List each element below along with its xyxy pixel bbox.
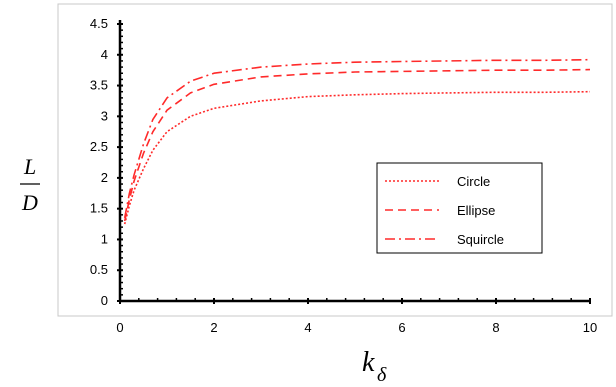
y-tick-label: 3 — [101, 108, 108, 123]
x-tick-label: 10 — [583, 320, 597, 335]
legend-label-ellipse: Ellipse — [457, 203, 495, 218]
x-tick-label: 0 — [116, 320, 123, 335]
chart-frame — [57, 3, 613, 317]
series-group — [123, 58, 591, 225]
x-axis-label: k δ — [362, 347, 387, 386]
x-tick-label: 2 — [210, 320, 217, 335]
legend-label-circle: Circle — [457, 174, 490, 189]
legend-label-squircle: Squircle — [457, 232, 504, 247]
y-tick-label: 4 — [101, 47, 108, 62]
y-tick-label: 3.5 — [90, 78, 108, 93]
y-label-denominator: D — [21, 190, 38, 215]
x-label-main: k — [362, 347, 375, 378]
axes: 0 0.5 1 1.5 2 2.5 3 3.5 4 4.5 0 2 4 6 8 10 — [90, 16, 597, 335]
legend: Circle Ellipse Squircle — [376, 162, 543, 254]
x-label-subscript: δ — [377, 364, 387, 386]
y-tick-label: 1 — [101, 231, 108, 246]
y-tick-label: 1.5 — [90, 201, 108, 216]
series-line-squircle — [123, 58, 591, 219]
y-tick-label: 0.5 — [90, 262, 108, 277]
y-tick-label: 2 — [101, 170, 108, 185]
y-axis-label: L D — [20, 154, 40, 215]
x-tick-label: 4 — [304, 320, 311, 335]
legend-box — [376, 162, 543, 254]
y-label-numerator: L — [23, 154, 36, 179]
series-line-ellipse — [123, 68, 591, 222]
y-tick-label: 4.5 — [90, 16, 108, 31]
y-tick-label: 2.5 — [90, 139, 108, 154]
x-tick-label: 8 — [492, 320, 499, 335]
y-tick-label: 0 — [101, 293, 108, 308]
x-tick-label: 6 — [398, 320, 405, 335]
